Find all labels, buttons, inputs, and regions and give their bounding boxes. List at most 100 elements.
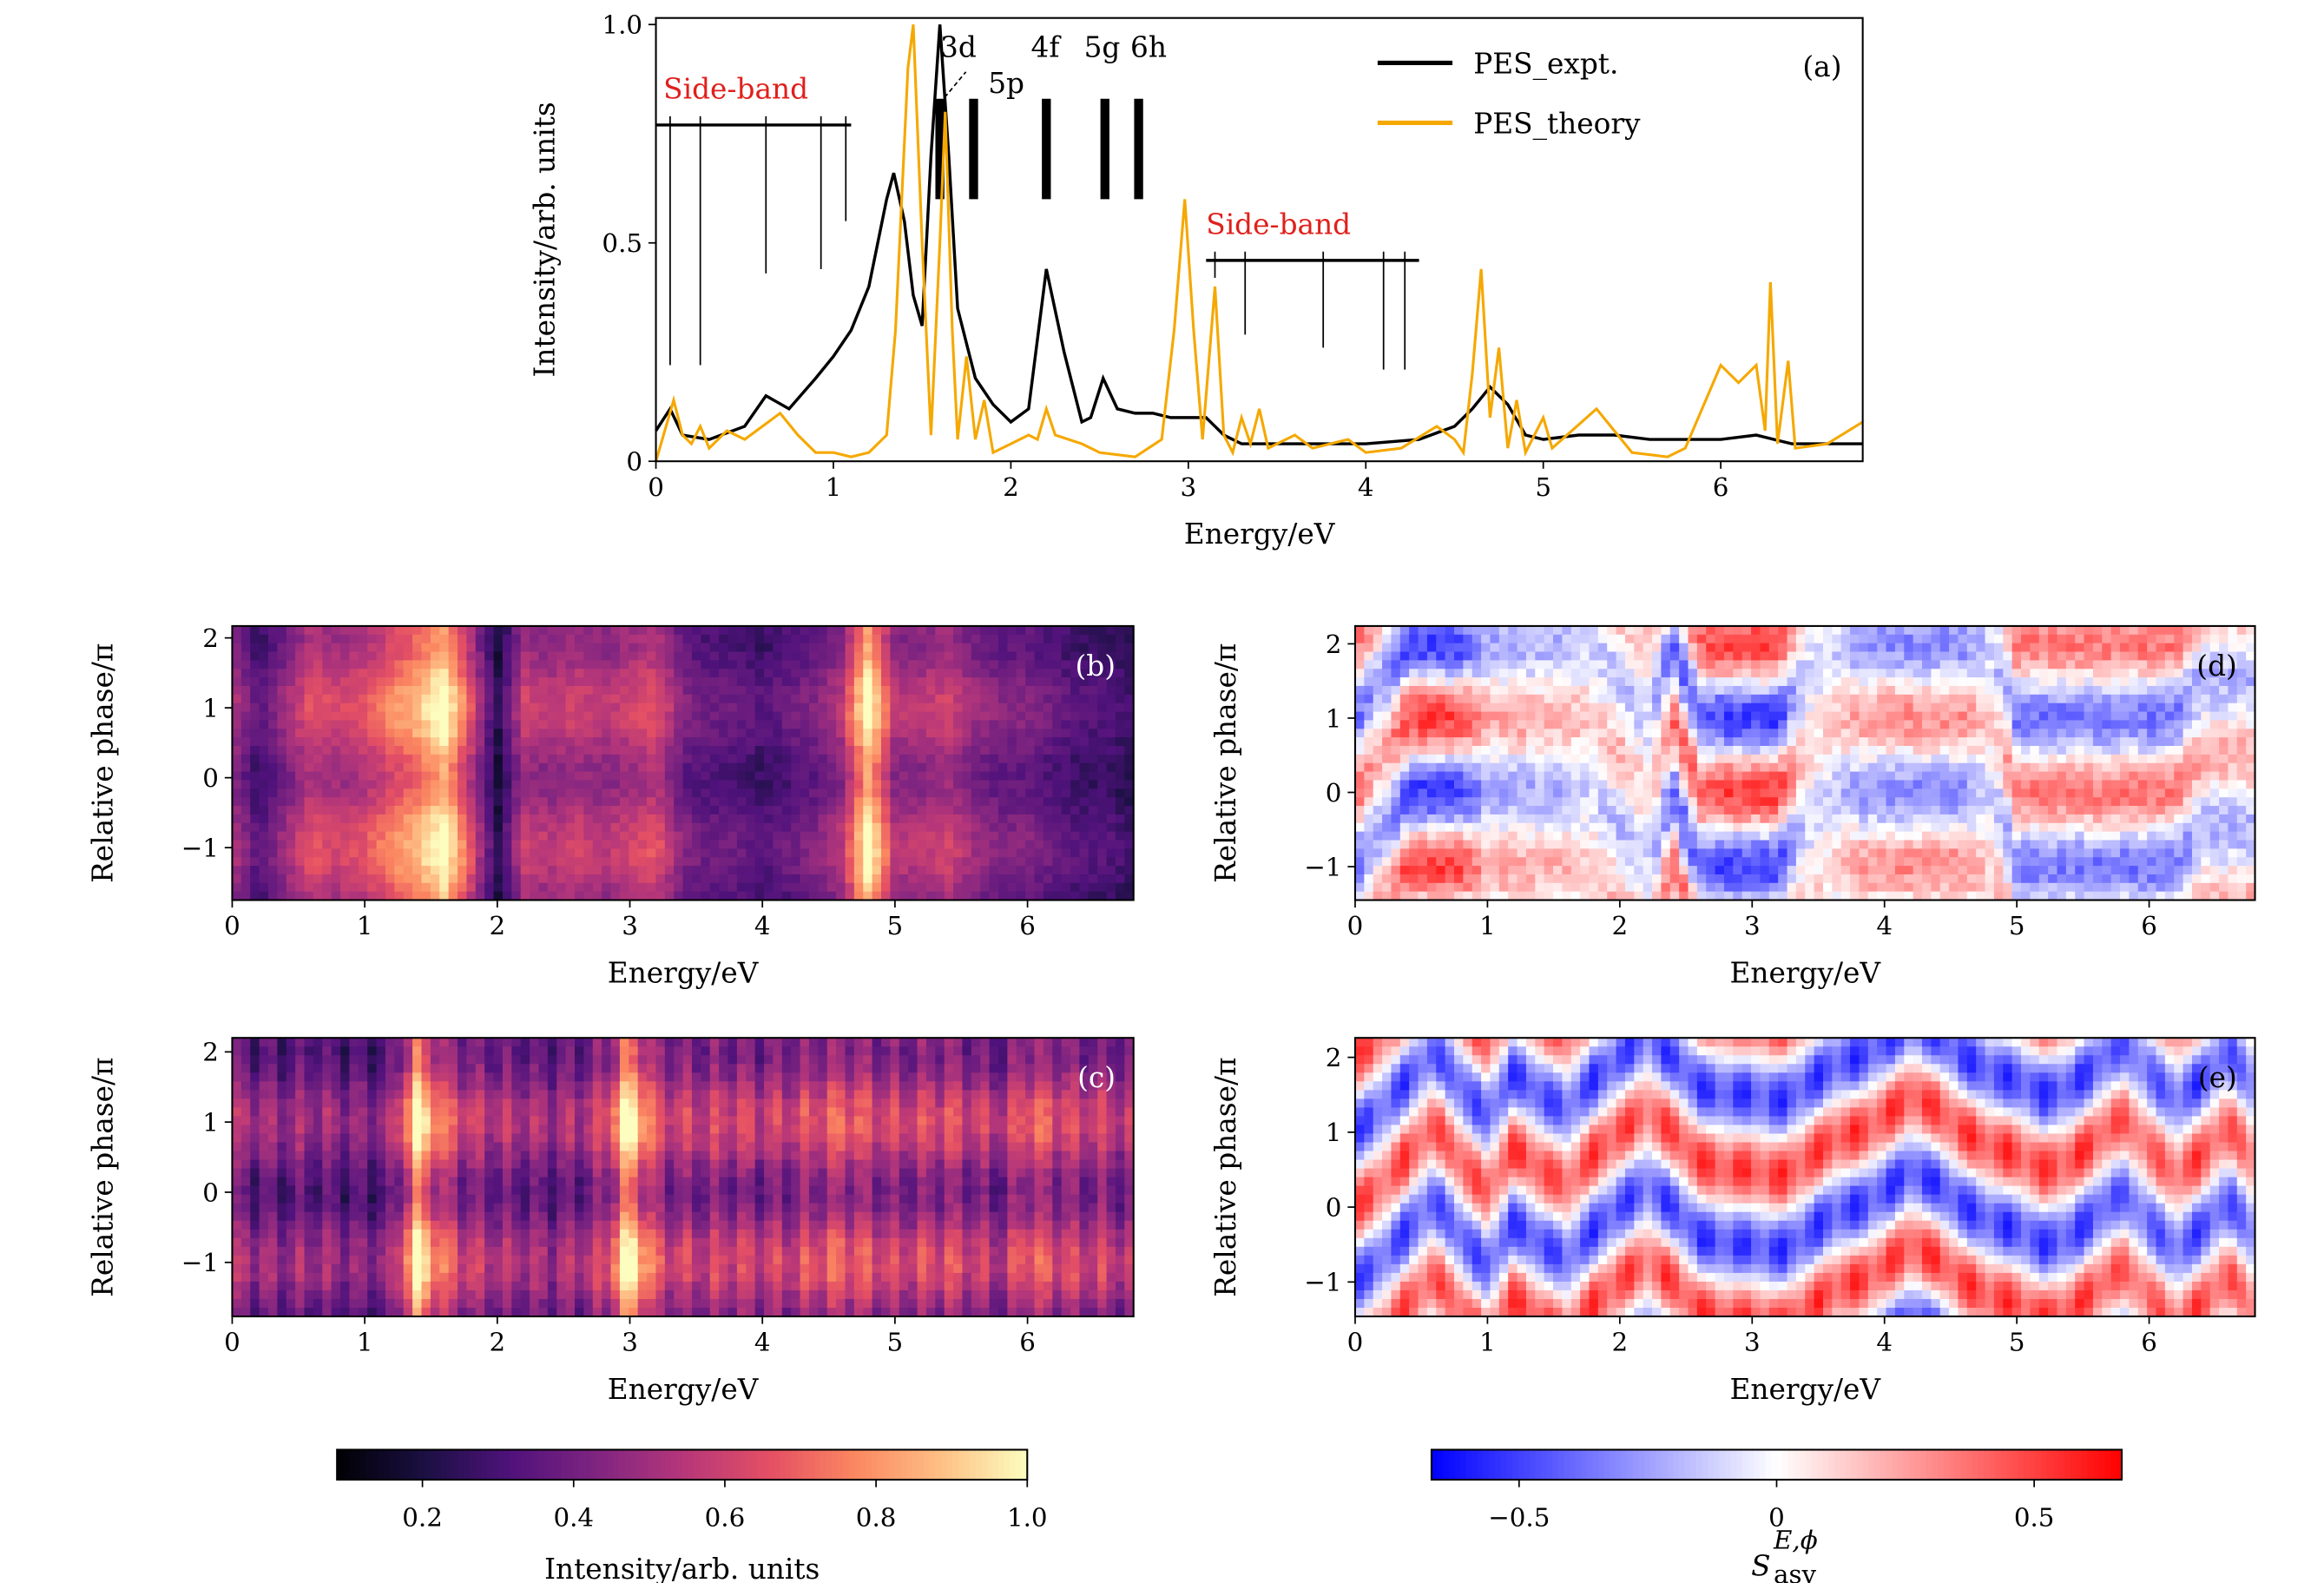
heatmap-cell: [1106, 891, 1116, 901]
heatmap-cell: [530, 840, 540, 850]
heatmap-cell: [250, 643, 260, 653]
heatmap-cell: [953, 711, 964, 722]
heatmap-cell: [583, 882, 594, 893]
heatmap-cell: [448, 1194, 458, 1204]
heatmap-cell: [655, 625, 666, 636]
heatmap-cell: [530, 634, 540, 644]
heatmap-cell: [899, 634, 909, 644]
heatmap-cell: [295, 1072, 306, 1083]
heatmap-cell: [781, 857, 792, 867]
heatmap-cell: [520, 891, 530, 901]
heatmap-cell: [989, 625, 999, 636]
heatmap-cell: [358, 1055, 368, 1065]
heatmap-cell: [746, 891, 756, 901]
heatmap-cell: [322, 806, 332, 815]
heatmap-cell: [1025, 669, 1036, 678]
heatmap-cell: [358, 857, 368, 867]
heatmap-cell: [403, 694, 413, 704]
heatmap-cell: [250, 1072, 260, 1083]
heatmap-cell: [232, 866, 242, 875]
heatmap-cell: [322, 1081, 332, 1092]
heatmap-cell: [232, 634, 242, 644]
heatmap-cell: [674, 1064, 684, 1074]
heatmap-cell: [349, 1307, 359, 1317]
heatmap-cell: [267, 762, 279, 773]
heatmap-cell: [556, 874, 567, 884]
heatmap-cell: [1043, 771, 1053, 782]
heatmap-cell: [890, 762, 900, 773]
heatmap-cell: [691, 1272, 702, 1283]
heatmap-cell: [637, 669, 648, 678]
heatmap-cell: [286, 1194, 296, 1204]
heatmap-cell: [664, 1211, 675, 1222]
heatmap-cell: [304, 848, 314, 858]
heatmap-cell: [547, 1281, 557, 1291]
heatmap-cell: [908, 814, 918, 824]
heatmap-cell: [602, 1133, 612, 1144]
heatmap-cell: [1115, 780, 1126, 790]
heatmap-cell: [746, 625, 756, 636]
heatmap-cell: [1052, 857, 1063, 867]
heatmap-cell: [448, 1151, 458, 1161]
heatmap-cell: [836, 848, 846, 858]
heatmap-cell: [575, 840, 585, 850]
heatmap-cell: [511, 677, 522, 687]
heatmap-cell: [232, 1246, 242, 1257]
heatmap-cell: [565, 874, 576, 884]
heatmap-cell: [629, 771, 639, 782]
heatmap-cell: [286, 1072, 296, 1083]
heatmap-cell: [781, 669, 792, 678]
heatmap-cell: [602, 634, 612, 644]
heatmap-cell: [430, 1159, 440, 1170]
heatmap-cell: [925, 660, 937, 669]
heatmap-cell: [682, 1151, 693, 1161]
heatmap-cell: [1097, 685, 1108, 696]
heatmap-cell: [232, 1229, 242, 1239]
heatmap-cell: [394, 1046, 405, 1056]
heatmap-cell: [556, 762, 567, 773]
heatmap-cell: [340, 1038, 351, 1047]
heatmap-cell: [322, 720, 332, 729]
heatmap-cell: [458, 1072, 468, 1083]
heatmap-cell: [953, 754, 964, 764]
heatmap-cell: [962, 685, 972, 696]
heatmap-cell: [331, 840, 341, 850]
series-pes-theory: [655, 24, 1864, 462]
heatmap-cell: [547, 806, 557, 815]
heatmap-cell: [997, 780, 1009, 790]
heatmap-cell: [502, 1064, 513, 1074]
heatmap-cell: [286, 651, 296, 662]
heatmap-cell: [277, 1255, 287, 1265]
heatmap-cell: [610, 1072, 621, 1083]
heatmap-cell: [530, 1246, 540, 1257]
heatmap-cell: [583, 1177, 594, 1187]
heatmap-cell: [475, 848, 485, 858]
heatmap-cell: [547, 1090, 557, 1100]
heatmap-cell: [511, 625, 522, 636]
heatmap-cell: [583, 814, 594, 824]
heatmap-cell: [367, 1185, 378, 1196]
heatmap-cell: [610, 746, 621, 755]
heatmap-cell: [1070, 866, 1081, 875]
heatmap-cell: [881, 737, 892, 747]
heatmap-cell: [530, 702, 540, 713]
heatmap-cell: [448, 1246, 458, 1257]
heatmap-cell: [412, 1237, 423, 1248]
heatmap-cell: [565, 1229, 576, 1239]
heatmap-cell: [944, 694, 954, 704]
heatmap-cell: [502, 1229, 513, 1239]
heatmap-cell: [836, 737, 846, 747]
heatmap-cell: [674, 625, 684, 636]
state-label: 5p: [988, 67, 1024, 100]
heatmap-cell: [520, 1090, 530, 1100]
heatmap-cell: [376, 1090, 386, 1100]
heatmap-cell: [277, 1168, 287, 1178]
heatmap-cell: [421, 1116, 431, 1126]
heatmap-cell: [845, 806, 855, 815]
heatmap-cell: [448, 1229, 458, 1239]
heatmap-cell: [394, 1237, 405, 1248]
heatmap-cell: [637, 831, 648, 841]
heatmap-cell: [358, 797, 368, 807]
heatmap-cell: [953, 797, 964, 807]
heatmap-cell: [655, 754, 666, 764]
